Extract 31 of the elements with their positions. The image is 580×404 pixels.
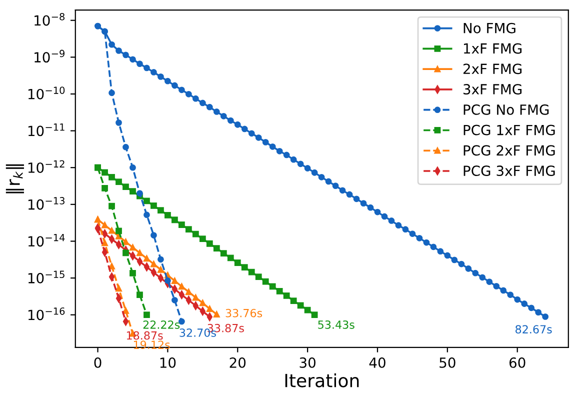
x-tick-label: 50 bbox=[440, 357, 456, 368]
x-tick-label: 0 bbox=[94, 357, 102, 368]
y-tick-label: 10$^{−15}$ bbox=[28, 270, 64, 284]
legend-label: PCG No FMG bbox=[464, 104, 549, 115]
legend-label: PCG 1xF FMG bbox=[464, 124, 555, 136]
x-axis-title: Iteration bbox=[285, 373, 359, 388]
x-tick-label: 30 bbox=[300, 357, 316, 368]
y-tick-label: 10$^{−10}$ bbox=[28, 86, 65, 100]
legend-label: PCG 3xF FMG bbox=[464, 166, 555, 176]
x-tick-label: 20 bbox=[230, 357, 246, 368]
legend-label: 2xF FMG bbox=[463, 64, 522, 74]
x-tick-label: 10 bbox=[160, 357, 176, 368]
legend-label: 1xF FMG bbox=[464, 43, 522, 54]
y-tick-label: 10$^{−12}$ bbox=[28, 160, 64, 173]
annotation: 53.43s bbox=[318, 320, 354, 329]
y-tick-label: 10$^{−8}$ bbox=[34, 13, 65, 26]
annotation: 82.67s bbox=[516, 325, 552, 334]
annotation: 33.76s bbox=[226, 308, 262, 318]
y-axis-title: ‖r$_{k}$‖ bbox=[6, 164, 24, 194]
annotation: 22.22s bbox=[143, 320, 180, 329]
x-tick-label: 60 bbox=[509, 357, 526, 368]
annotation: 18.87s bbox=[126, 331, 163, 340]
y-tick-label: 10$^{−14}$ bbox=[28, 234, 65, 247]
legend-label: 3xF FMG bbox=[464, 84, 522, 95]
x-tick-label: 40 bbox=[369, 357, 386, 368]
legend-label: PCG 2xF FMG bbox=[464, 145, 555, 156]
y-tick-label: 10$^{−9}$ bbox=[34, 50, 64, 63]
legend-label: No FMG bbox=[464, 22, 516, 34]
y-tick-label: 10$^{−11}$ bbox=[28, 124, 64, 136]
y-tick-label: 10$^{−13}$ bbox=[28, 197, 64, 210]
y-tick-label: 10$^{−16}$ bbox=[28, 307, 65, 320]
